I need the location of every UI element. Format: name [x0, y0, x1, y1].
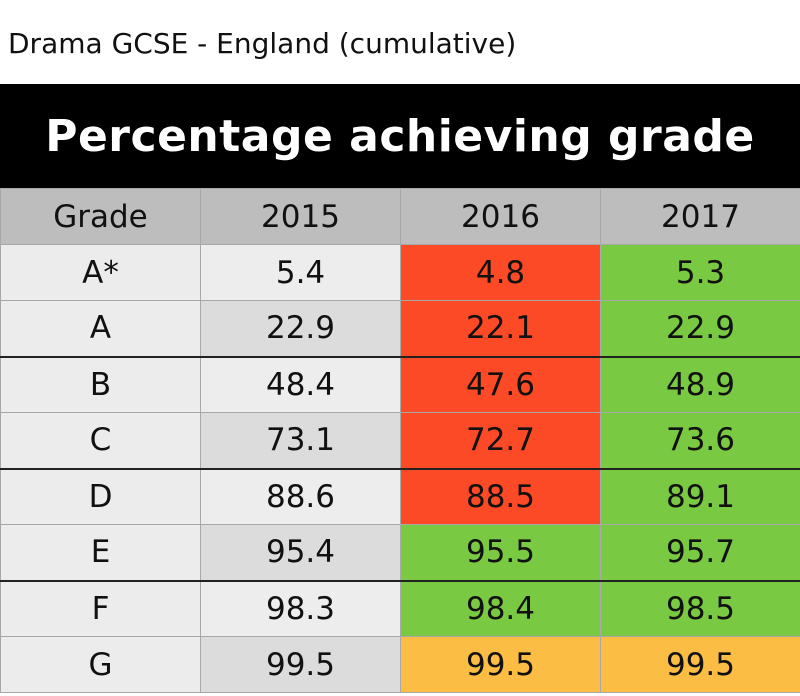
table-row: B 48.4 47.6 48.9: [0, 355, 800, 413]
value-cell-2016: 98.4: [400, 579, 601, 637]
value-cell-2015: 48.4: [200, 355, 401, 413]
grade-cell: B: [0, 355, 201, 413]
header-row: Grade 2015 2016 2017: [0, 188, 800, 245]
table-body: A* 5.4 4.8 5.3 A 22.9 22.1 22.9 B 48.4 47.6 48.9 C 73…: [0, 244, 800, 693]
table-row: G 99.5 99.5 99.5: [0, 636, 800, 693]
value-cell-2017: 95.7: [600, 524, 800, 581]
value-cell-2017: 5.3: [600, 244, 800, 301]
table-row: D 88.6 88.5 89.1: [0, 467, 800, 525]
value-cell-2015: 88.6: [200, 467, 401, 525]
table-row: A* 5.4 4.8 5.3: [0, 244, 800, 301]
table-title: Percentage achieving grade: [45, 110, 755, 162]
header-2015: 2015: [200, 188, 401, 245]
table-row: A 22.9 22.1 22.9: [0, 300, 800, 357]
value-cell-2017: 98.5: [600, 579, 800, 637]
value-cell-2015: 99.5: [200, 636, 401, 693]
value-cell-2017: 89.1: [600, 467, 800, 525]
value-cell-2017: 73.6: [600, 412, 800, 469]
grade-cell: D: [0, 467, 201, 525]
header-2016: 2016: [400, 188, 601, 245]
value-cell-2016: 4.8: [400, 244, 601, 301]
table-row: F 98.3 98.4 98.5: [0, 579, 800, 637]
grade-cell: C: [0, 412, 201, 469]
value-cell-2015: 95.4: [200, 524, 401, 581]
value-cell-2015: 98.3: [200, 579, 401, 637]
table-banner: Percentage achieving grade: [0, 84, 800, 188]
grade-cell: A*: [0, 244, 201, 301]
value-cell-2016: 47.6: [400, 355, 601, 413]
page-title: Drama GCSE - England (cumulative): [8, 27, 517, 60]
value-cell-2016: 88.5: [400, 467, 601, 525]
value-cell-2015: 5.4: [200, 244, 401, 301]
table-row: C 73.1 72.7 73.6: [0, 412, 800, 469]
value-cell-2016: 99.5: [400, 636, 601, 693]
grades-table: Grade 2015 2016 2017 A* 5.4 4.8 5.3 A 22.9 22.…: [0, 188, 800, 693]
value-cell-2016: 22.1: [400, 300, 601, 357]
value-cell-2017: 48.9: [600, 355, 800, 413]
grade-cell: F: [0, 579, 201, 637]
value-cell-2017: 99.5: [600, 636, 800, 693]
value-cell-2016: 95.5: [400, 524, 601, 581]
grade-cell: A: [0, 300, 201, 357]
value-cell-2015: 22.9: [200, 300, 401, 357]
grade-cell: E: [0, 524, 201, 581]
table-row: E 95.4 95.5 95.7: [0, 524, 800, 581]
header-2017: 2017: [600, 188, 800, 245]
header-grade: Grade: [0, 188, 201, 245]
grade-cell: G: [0, 636, 201, 693]
value-cell-2016: 72.7: [400, 412, 601, 469]
value-cell-2015: 73.1: [200, 412, 401, 469]
value-cell-2017: 22.9: [600, 300, 800, 357]
